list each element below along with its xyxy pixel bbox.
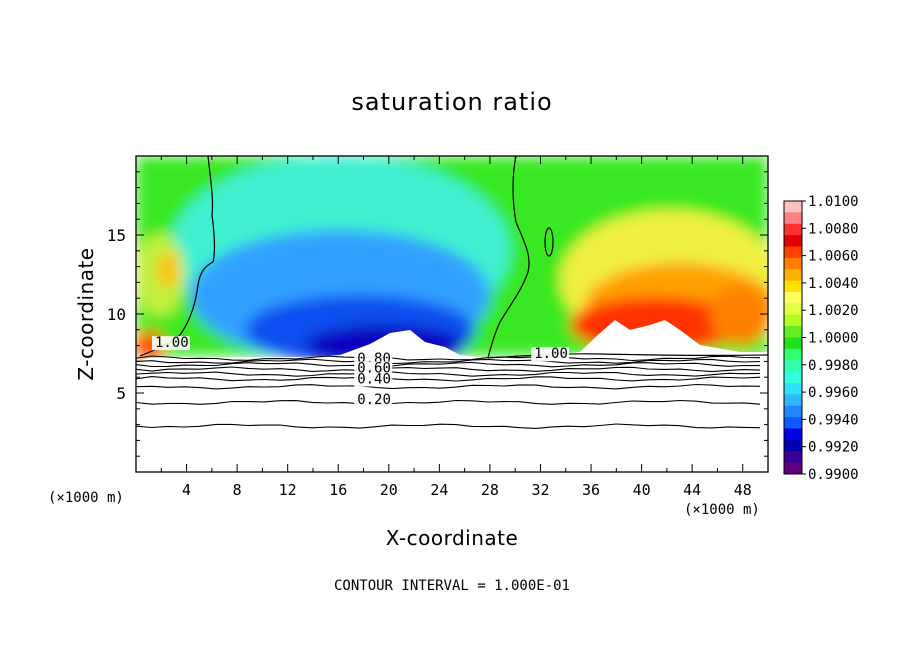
contour-line-1.00-center xyxy=(487,156,530,359)
colorbar-tick-label: 0.9920 xyxy=(808,440,859,456)
y-tick-label: 5 xyxy=(116,384,126,403)
x-tick-label: 32 xyxy=(531,481,549,499)
colorbar-band xyxy=(784,383,802,395)
colorbar-tick-label: 0.9960 xyxy=(808,385,859,401)
colorbar-band xyxy=(784,428,802,441)
contour-label: 0.40 xyxy=(357,372,391,388)
colorbar-band xyxy=(784,235,802,247)
colorbar-band xyxy=(784,348,802,361)
contour-label-bg xyxy=(354,372,393,387)
colorbar-band xyxy=(784,269,802,282)
colorbar-tick-label: 0.9940 xyxy=(808,412,859,428)
colorbar-band xyxy=(784,223,802,236)
contour-label: 1.00 xyxy=(534,346,568,362)
colorbar-band xyxy=(784,326,802,338)
colorbar-tick-label: 1.0100 xyxy=(808,194,859,210)
colorbar-band xyxy=(784,292,802,304)
colorbar-band xyxy=(784,246,802,259)
colorbar-band xyxy=(784,314,802,327)
colorbar-tick-label: 1.0060 xyxy=(808,249,859,265)
contour-line-0 xyxy=(136,355,761,362)
x-unit-label: (×1000 m) xyxy=(684,502,760,518)
contour-line-6 xyxy=(136,383,761,390)
colorbar: 1.0100 1.0080 1.0060 1.0040 1.0020 1.0000 0.99… xyxy=(783,194,859,483)
x-tick-label: 28 xyxy=(481,481,499,499)
x-tick-label: 8 xyxy=(233,481,242,499)
y-axis-label: Z-coordinate xyxy=(74,247,98,381)
below-cloud-region xyxy=(136,320,768,472)
colorbar-band xyxy=(784,462,802,475)
colorbar-band xyxy=(784,451,802,464)
x-tick-label: 44 xyxy=(683,481,701,499)
contour-line-1.00-right xyxy=(487,353,768,359)
contour-loop-1.00 xyxy=(544,227,554,257)
colorbar-band xyxy=(784,303,802,316)
contour-label: 0.20 xyxy=(357,392,391,408)
colorbar-tick-label: 1.0080 xyxy=(808,221,859,237)
colorbar-tick-label: 1.0020 xyxy=(808,303,859,319)
colorbar-band xyxy=(784,201,802,213)
colorbar-tick-label: 1.0000 xyxy=(808,331,859,347)
x-tick-label: 40 xyxy=(633,481,651,499)
contour-line-1 xyxy=(136,358,761,365)
contour-line-5 xyxy=(136,376,761,382)
heatmap-field xyxy=(136,156,768,472)
contour-interval-note: CONTOUR INTERVAL = 1.000E-01 xyxy=(333,578,570,594)
colorbar-band xyxy=(784,439,802,452)
contour-label-bg xyxy=(354,393,393,408)
colorbar-tick-label: 0.9980 xyxy=(808,358,859,374)
x-tick-label: 24 xyxy=(430,481,448,499)
x-axis-label: X-coordinate xyxy=(385,526,519,550)
y-unit-label: (×1000 m) xyxy=(48,490,124,506)
contour-line-7 xyxy=(136,399,761,406)
x-tick-label: 12 xyxy=(279,481,297,499)
field-orange-left xyxy=(157,252,179,288)
contour-label: 0.60 xyxy=(357,360,391,376)
x-tick-label: 20 xyxy=(380,481,398,499)
colorbar-band xyxy=(784,371,802,384)
x-tick-label: 4 xyxy=(182,481,191,499)
y-tick-label: 15 xyxy=(107,226,126,245)
colorbar-tick-label: 1.0040 xyxy=(808,276,859,292)
colorbar-tick-label: 0.9900 xyxy=(808,467,859,483)
contour-line-3 xyxy=(136,366,761,373)
x-tick-label: 48 xyxy=(734,481,752,499)
colorbar-band xyxy=(784,394,802,407)
contour-line-8 xyxy=(136,423,761,429)
contour-label-bg xyxy=(354,361,393,376)
contour-lines: 1.001.000.800.600.400.20 xyxy=(136,156,768,429)
colorbar-band xyxy=(784,280,802,293)
x-tick-label: 36 xyxy=(582,481,600,499)
colorbar-band xyxy=(784,417,802,429)
contour-label: 1.00 xyxy=(155,335,189,351)
colorbar-band xyxy=(784,212,802,225)
colorbar-band xyxy=(784,337,802,350)
field-orange-edge xyxy=(710,285,768,345)
y-tick-label: 10 xyxy=(107,305,126,324)
contour-line-4 xyxy=(136,371,761,377)
contour-label-bg xyxy=(531,347,570,362)
contour-label-bg xyxy=(151,336,190,351)
contour-line-2 xyxy=(136,361,761,368)
chart-title: saturation ratio xyxy=(351,88,553,116)
colorbar-band xyxy=(784,405,802,418)
x-tick-label: 16 xyxy=(329,481,347,499)
colorbar-band xyxy=(784,360,802,373)
colorbar-band xyxy=(784,257,802,270)
